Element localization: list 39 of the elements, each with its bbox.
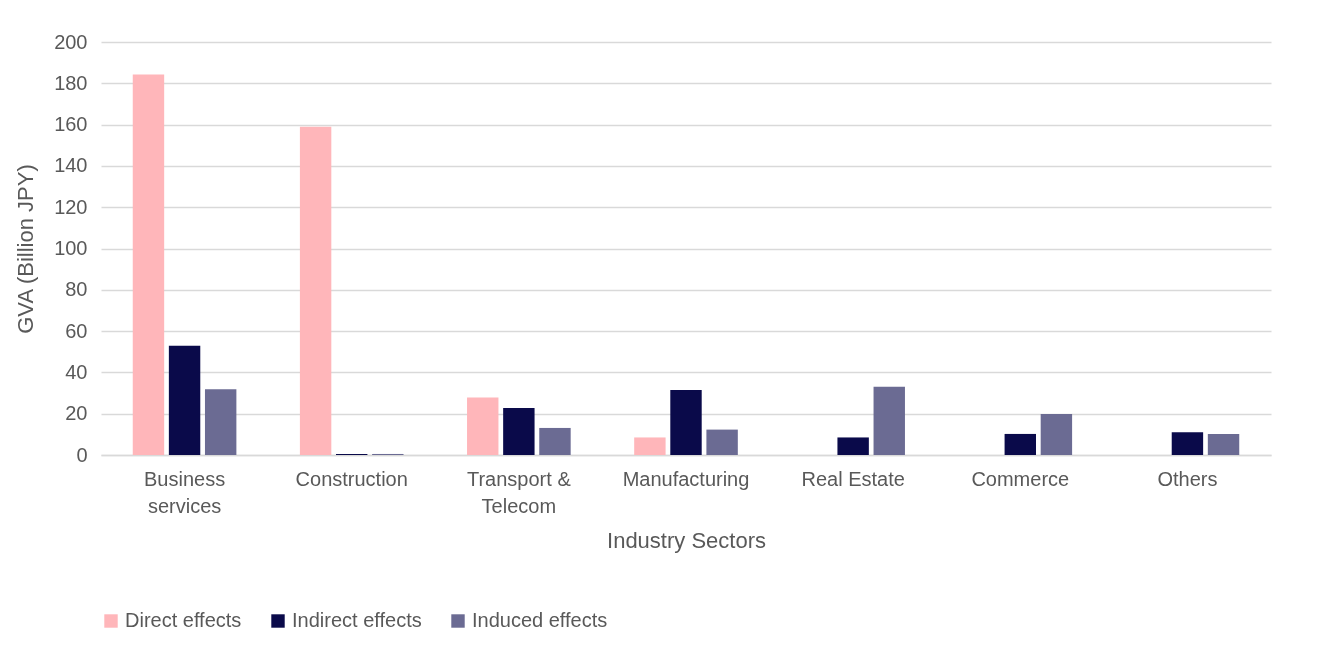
- y-tick-label: 200: [54, 30, 88, 53]
- x-tick-label: Business services: [143, 467, 226, 517]
- x-tick-label: Transport & Telecom: [466, 467, 572, 517]
- bar: [837, 437, 869, 455]
- legend-label: Direct effects: [125, 609, 242, 631]
- y-tick-label: 140: [54, 154, 88, 177]
- y-tick-label: 20: [65, 402, 88, 425]
- x-tick-label: Manufacturing: [622, 467, 750, 490]
- x-tick-label: Others: [1157, 467, 1218, 490]
- bar: [1040, 414, 1073, 455]
- bar: [706, 429, 738, 455]
- y-tick-label: 160: [54, 113, 88, 136]
- x-tick-label: Construction: [295, 467, 408, 490]
- y-tick-label: 0: [76, 443, 88, 466]
- y-axis-title: GVA (Billion JPY): [13, 164, 39, 334]
- bar: [299, 126, 332, 455]
- bar: [132, 74, 165, 455]
- bar: [1004, 433, 1036, 455]
- legend-label: Indirect effects: [292, 609, 422, 631]
- y-tick-label: 100: [54, 237, 88, 259]
- bar: [168, 345, 201, 455]
- bar: [503, 408, 535, 455]
- y-tick-label: 40: [65, 360, 88, 383]
- y-tick-label: 180: [54, 71, 88, 94]
- bar: [1171, 432, 1204, 455]
- x-axis-title: Industry Sectors: [607, 527, 766, 553]
- y-tick-label: 60: [65, 319, 88, 342]
- y-tick-label: 80: [65, 278, 88, 301]
- bar: [873, 386, 905, 455]
- bar: [670, 389, 702, 455]
- bar: [634, 437, 666, 455]
- bar: [467, 397, 499, 455]
- y-tick-label: 120: [54, 195, 88, 218]
- legend-label: Induced effects: [472, 609, 608, 631]
- bar: [1207, 433, 1240, 455]
- bar: [539, 427, 571, 455]
- bar: [204, 389, 237, 455]
- x-tick-label: Real Estate: [801, 467, 905, 490]
- x-tick-label: Commerce: [971, 467, 1070, 490]
